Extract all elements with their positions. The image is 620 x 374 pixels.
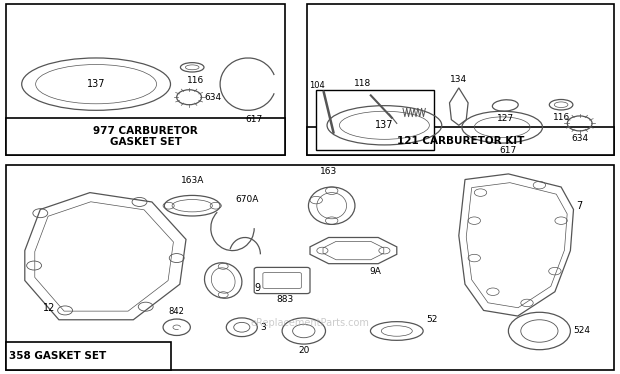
Text: 9A: 9A (369, 267, 381, 276)
Text: 121 CARBURETOR KIT: 121 CARBURETOR KIT (397, 137, 524, 146)
Text: 883: 883 (277, 295, 294, 304)
Text: 116: 116 (552, 113, 570, 122)
Text: 358 GASKET SET: 358 GASKET SET (9, 352, 107, 361)
Text: 634: 634 (571, 134, 588, 143)
Text: 127: 127 (497, 114, 514, 123)
Text: 9: 9 (254, 283, 260, 293)
Text: 634: 634 (205, 93, 222, 102)
Text: 524: 524 (574, 327, 590, 335)
Text: 3: 3 (260, 323, 266, 332)
Bar (6, 118, 285, 155)
Text: 977 CARBURETOR
GASKET SET: 977 CARBURETOR GASKET SET (94, 126, 198, 147)
Bar (316, 90, 434, 150)
Text: 104: 104 (309, 81, 326, 90)
Bar (307, 4, 614, 155)
Text: 163: 163 (320, 167, 337, 176)
Text: 670A: 670A (236, 195, 259, 204)
Text: 118: 118 (354, 79, 371, 88)
Text: 163A: 163A (180, 176, 204, 185)
Text: 842: 842 (169, 307, 185, 316)
Bar (6, 4, 285, 155)
Text: 12: 12 (43, 303, 56, 313)
Text: 52: 52 (427, 315, 438, 324)
Text: 617: 617 (246, 115, 263, 124)
Text: 137: 137 (375, 120, 394, 130)
Text: eReplacementParts.com: eReplacementParts.com (250, 318, 370, 328)
Bar (307, 127, 614, 155)
Text: 116: 116 (187, 76, 204, 85)
Text: 617: 617 (500, 146, 517, 155)
Text: 20: 20 (298, 346, 309, 355)
Text: 134: 134 (450, 75, 467, 84)
Text: 7: 7 (577, 201, 583, 211)
Bar (6, 342, 170, 370)
Bar (6, 165, 614, 370)
Text: 137: 137 (87, 79, 105, 89)
